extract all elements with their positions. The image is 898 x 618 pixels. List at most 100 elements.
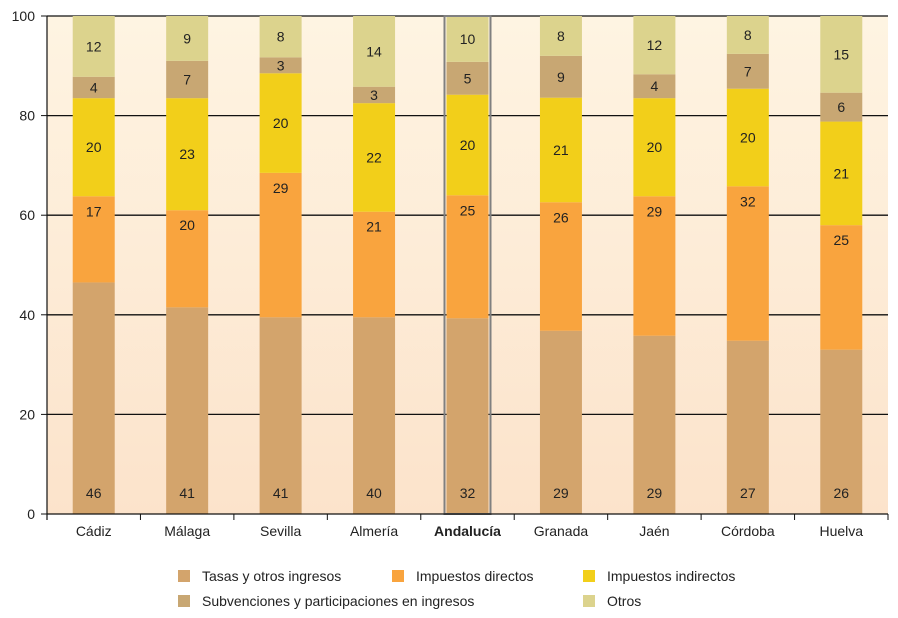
data-label: 29 bbox=[273, 180, 289, 196]
axes-group: 0 20 40 60 80 100 Cádiz Málaga Sevilla Almería And… bbox=[12, 8, 889, 539]
bar-segment bbox=[726, 186, 769, 341]
bar-segment bbox=[166, 16, 209, 61]
data-label: 7 bbox=[744, 63, 752, 79]
data-label: 14 bbox=[366, 43, 382, 59]
bar-segment bbox=[72, 98, 115, 197]
bar-segment bbox=[633, 335, 676, 514]
bar-segment bbox=[539, 55, 582, 98]
bar-segment bbox=[353, 86, 396, 104]
data-label: 41 bbox=[179, 485, 195, 501]
bar-segment bbox=[72, 76, 115, 99]
data-label: 20 bbox=[460, 137, 476, 153]
bar-segment bbox=[353, 211, 396, 318]
data-label: 21 bbox=[366, 219, 382, 235]
bar-segment bbox=[446, 318, 489, 514]
data-label: 6 bbox=[837, 99, 845, 115]
bar-segment bbox=[259, 73, 302, 173]
bar-segment bbox=[820, 349, 863, 514]
y-tick-label: 0 bbox=[27, 506, 35, 522]
data-label: 26 bbox=[833, 485, 849, 501]
bar-segment bbox=[820, 16, 863, 93]
bar-segment bbox=[446, 94, 489, 196]
bar-segment bbox=[726, 340, 769, 514]
data-label: 8 bbox=[557, 28, 565, 44]
bar-segment bbox=[353, 16, 396, 87]
x-tick-label: Málaga bbox=[164, 523, 210, 539]
y-tick-label: 100 bbox=[12, 8, 36, 24]
x-tick-label: Córdoba bbox=[721, 523, 775, 539]
data-label: 46 bbox=[86, 485, 102, 501]
bar-segment bbox=[446, 16, 489, 62]
data-label: 10 bbox=[460, 31, 476, 47]
data-label: 8 bbox=[744, 27, 752, 43]
bar-segment bbox=[72, 196, 115, 283]
x-tick-label: Sevilla bbox=[260, 523, 301, 539]
data-label: 32 bbox=[740, 193, 756, 209]
bar-segment bbox=[633, 196, 676, 336]
bar-segment bbox=[820, 225, 863, 350]
y-tick-label: 40 bbox=[19, 307, 35, 323]
bar-segment bbox=[820, 121, 863, 226]
bar-segment bbox=[633, 16, 676, 75]
data-label: 3 bbox=[277, 57, 285, 73]
data-label: 7 bbox=[183, 71, 191, 87]
y-tick-label: 60 bbox=[19, 207, 35, 223]
data-label: 20 bbox=[179, 217, 195, 233]
y-tick-label: 80 bbox=[19, 108, 35, 124]
bar-segment bbox=[259, 57, 302, 74]
x-tick-label: Cádiz bbox=[76, 523, 112, 539]
data-label: 29 bbox=[647, 203, 663, 219]
data-label: 8 bbox=[277, 29, 285, 45]
x-tick-label: Jaén bbox=[639, 523, 669, 539]
x-tick-label: Almería bbox=[350, 523, 398, 539]
data-label: 20 bbox=[647, 139, 663, 155]
bar-segment bbox=[539, 16, 582, 56]
data-label: 20 bbox=[740, 130, 756, 146]
bar-segment bbox=[166, 60, 209, 99]
data-label: 17 bbox=[86, 203, 102, 219]
bar-segment bbox=[539, 202, 582, 331]
data-label: 21 bbox=[553, 142, 569, 158]
bar-segment bbox=[539, 97, 582, 203]
data-label: 5 bbox=[464, 70, 472, 86]
bar-segment bbox=[72, 16, 115, 77]
bar-segment bbox=[72, 282, 115, 514]
bar-segment bbox=[726, 53, 769, 89]
y-tick-label: 20 bbox=[19, 406, 35, 422]
bar-segment bbox=[166, 98, 209, 211]
data-label: 29 bbox=[647, 485, 663, 501]
data-label: 40 bbox=[366, 485, 382, 501]
bar-series-group bbox=[72, 15, 863, 515]
x-tick-label: Andalucía bbox=[434, 523, 501, 539]
bar-segment bbox=[259, 16, 302, 58]
bar-segment bbox=[446, 195, 489, 319]
data-label: 32 bbox=[460, 485, 476, 501]
bar-segment bbox=[259, 172, 302, 318]
data-label: 41 bbox=[273, 485, 289, 501]
bar-segment bbox=[259, 317, 302, 514]
data-label: 29 bbox=[553, 485, 569, 501]
bar-segment bbox=[166, 210, 209, 308]
bar-segment bbox=[633, 74, 676, 99]
x-tick-label: Granada bbox=[534, 523, 589, 539]
data-labels-group: 4617204124120237941292038402122314322520… bbox=[86, 27, 849, 501]
bar-segment bbox=[820, 92, 863, 122]
data-label: 3 bbox=[370, 87, 378, 103]
bar-segment bbox=[353, 317, 396, 514]
data-label: 20 bbox=[273, 115, 289, 131]
data-label: 9 bbox=[557, 69, 565, 85]
data-label: 21 bbox=[833, 165, 849, 181]
data-label: 4 bbox=[650, 78, 658, 94]
bar-segment bbox=[633, 98, 676, 197]
bar-segment bbox=[166, 307, 209, 514]
data-label: 25 bbox=[460, 202, 476, 218]
data-label: 25 bbox=[833, 232, 849, 248]
data-label: 27 bbox=[740, 485, 756, 501]
bar-segment bbox=[353, 103, 396, 212]
data-label: 12 bbox=[647, 37, 663, 53]
data-label: 12 bbox=[86, 38, 102, 54]
bar-segment bbox=[539, 330, 582, 514]
data-label: 20 bbox=[86, 139, 102, 155]
